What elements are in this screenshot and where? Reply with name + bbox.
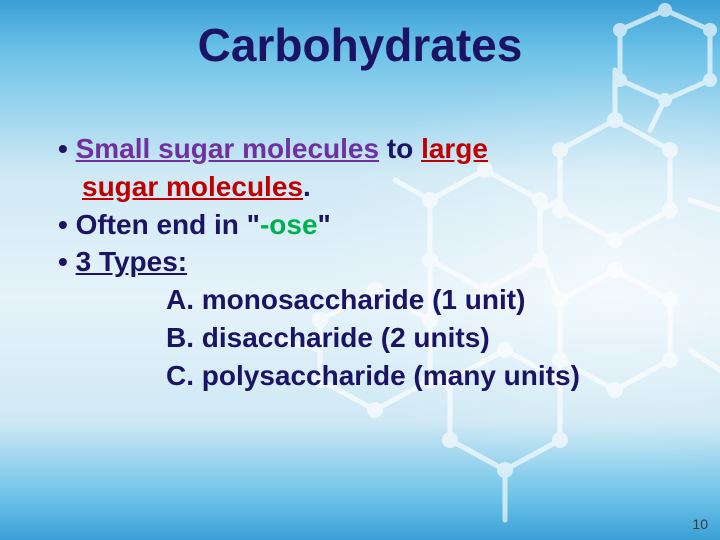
bullet-1-prefix: • [58, 133, 76, 164]
bullet-1: • Small sugar molecules to large [58, 130, 680, 168]
page-number: 10 [692, 516, 708, 532]
sublist-a: A. monosaccharide (1 unit) [58, 281, 680, 319]
bullet-3-highlight-types: 3 Types: [76, 246, 188, 277]
bullet-2-prefix: • Often end in " [58, 209, 260, 240]
bullet-1-line2: sugar molecules. [58, 168, 680, 206]
bullet-2-highlight-ose: -ose [260, 209, 318, 240]
bullet-2-suffix: " [318, 209, 331, 240]
sublist-c: C. polysaccharide (many units) [58, 357, 680, 395]
bullet-1-highlight-small: Small sugar molecules [76, 133, 379, 164]
bullet-1-highlight-large-a: large [421, 133, 488, 164]
sublist-b: B. disaccharide (2 units) [58, 319, 680, 357]
slide-title: Carbohydrates [0, 18, 720, 72]
bullet-1-highlight-large-b: sugar molecules [82, 171, 303, 202]
bullet-3-prefix: • [58, 246, 76, 277]
slide-content: • Small sugar molecules to large sugar m… [58, 130, 680, 395]
bullet-1-mid: to [379, 133, 421, 164]
bullet-1-suffix: . [303, 171, 311, 202]
bullet-2: • Often end in "-ose" [58, 206, 680, 244]
slide: Carbohydrates • Small sugar molecules to… [0, 0, 720, 540]
bullet-3: • 3 Types: [58, 243, 680, 281]
